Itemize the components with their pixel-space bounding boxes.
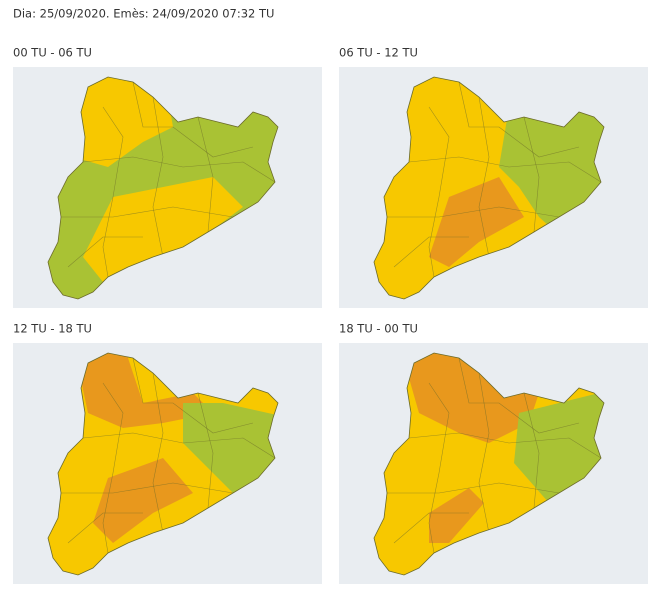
panel-title: 06 TU - 12 TU: [339, 46, 418, 60]
panel-title: 12 TU - 18 TU: [13, 322, 92, 336]
region: [183, 403, 278, 543]
region-border: [428, 106, 450, 278]
region: [93, 458, 193, 543]
region-border: [523, 392, 540, 509]
map-outline: [373, 76, 605, 300]
region-border: [82, 156, 276, 183]
region: [514, 383, 604, 543]
region-border: [132, 81, 254, 158]
region-border: [197, 116, 214, 233]
map-panel: [339, 343, 648, 584]
region-border: [384, 482, 560, 494]
region-border: [67, 236, 143, 268]
region-border: [428, 382, 450, 554]
region-border: [458, 357, 580, 434]
map-outline: [47, 352, 279, 576]
map-outline: [47, 76, 279, 300]
region-border: [132, 357, 254, 434]
region-border: [384, 206, 560, 218]
region-border: [58, 206, 234, 218]
region-border: [197, 392, 214, 509]
region-border: [408, 432, 602, 459]
region-border: [58, 482, 234, 494]
region-border: [67, 512, 143, 544]
region-border: [82, 432, 276, 459]
region-border: [393, 512, 469, 544]
issue-info: Dia: 25/09/2020. Emès: 24/09/2020 07:32 …: [13, 7, 274, 21]
region-border: [393, 236, 469, 268]
map-panel: [13, 343, 322, 584]
region: [429, 177, 524, 267]
region-border: [458, 81, 580, 158]
region-border: [523, 116, 540, 233]
region-border: [102, 382, 124, 554]
panel-title: 00 TU - 06 TU: [13, 46, 92, 60]
panel-title: 18 TU - 00 TU: [339, 322, 418, 336]
region-border: [408, 156, 602, 183]
region: [83, 177, 243, 282]
map-outline: [373, 352, 605, 576]
region-border: [102, 106, 124, 278]
map-panel: [13, 67, 322, 308]
region: [429, 488, 484, 543]
map-panel: [339, 67, 648, 308]
